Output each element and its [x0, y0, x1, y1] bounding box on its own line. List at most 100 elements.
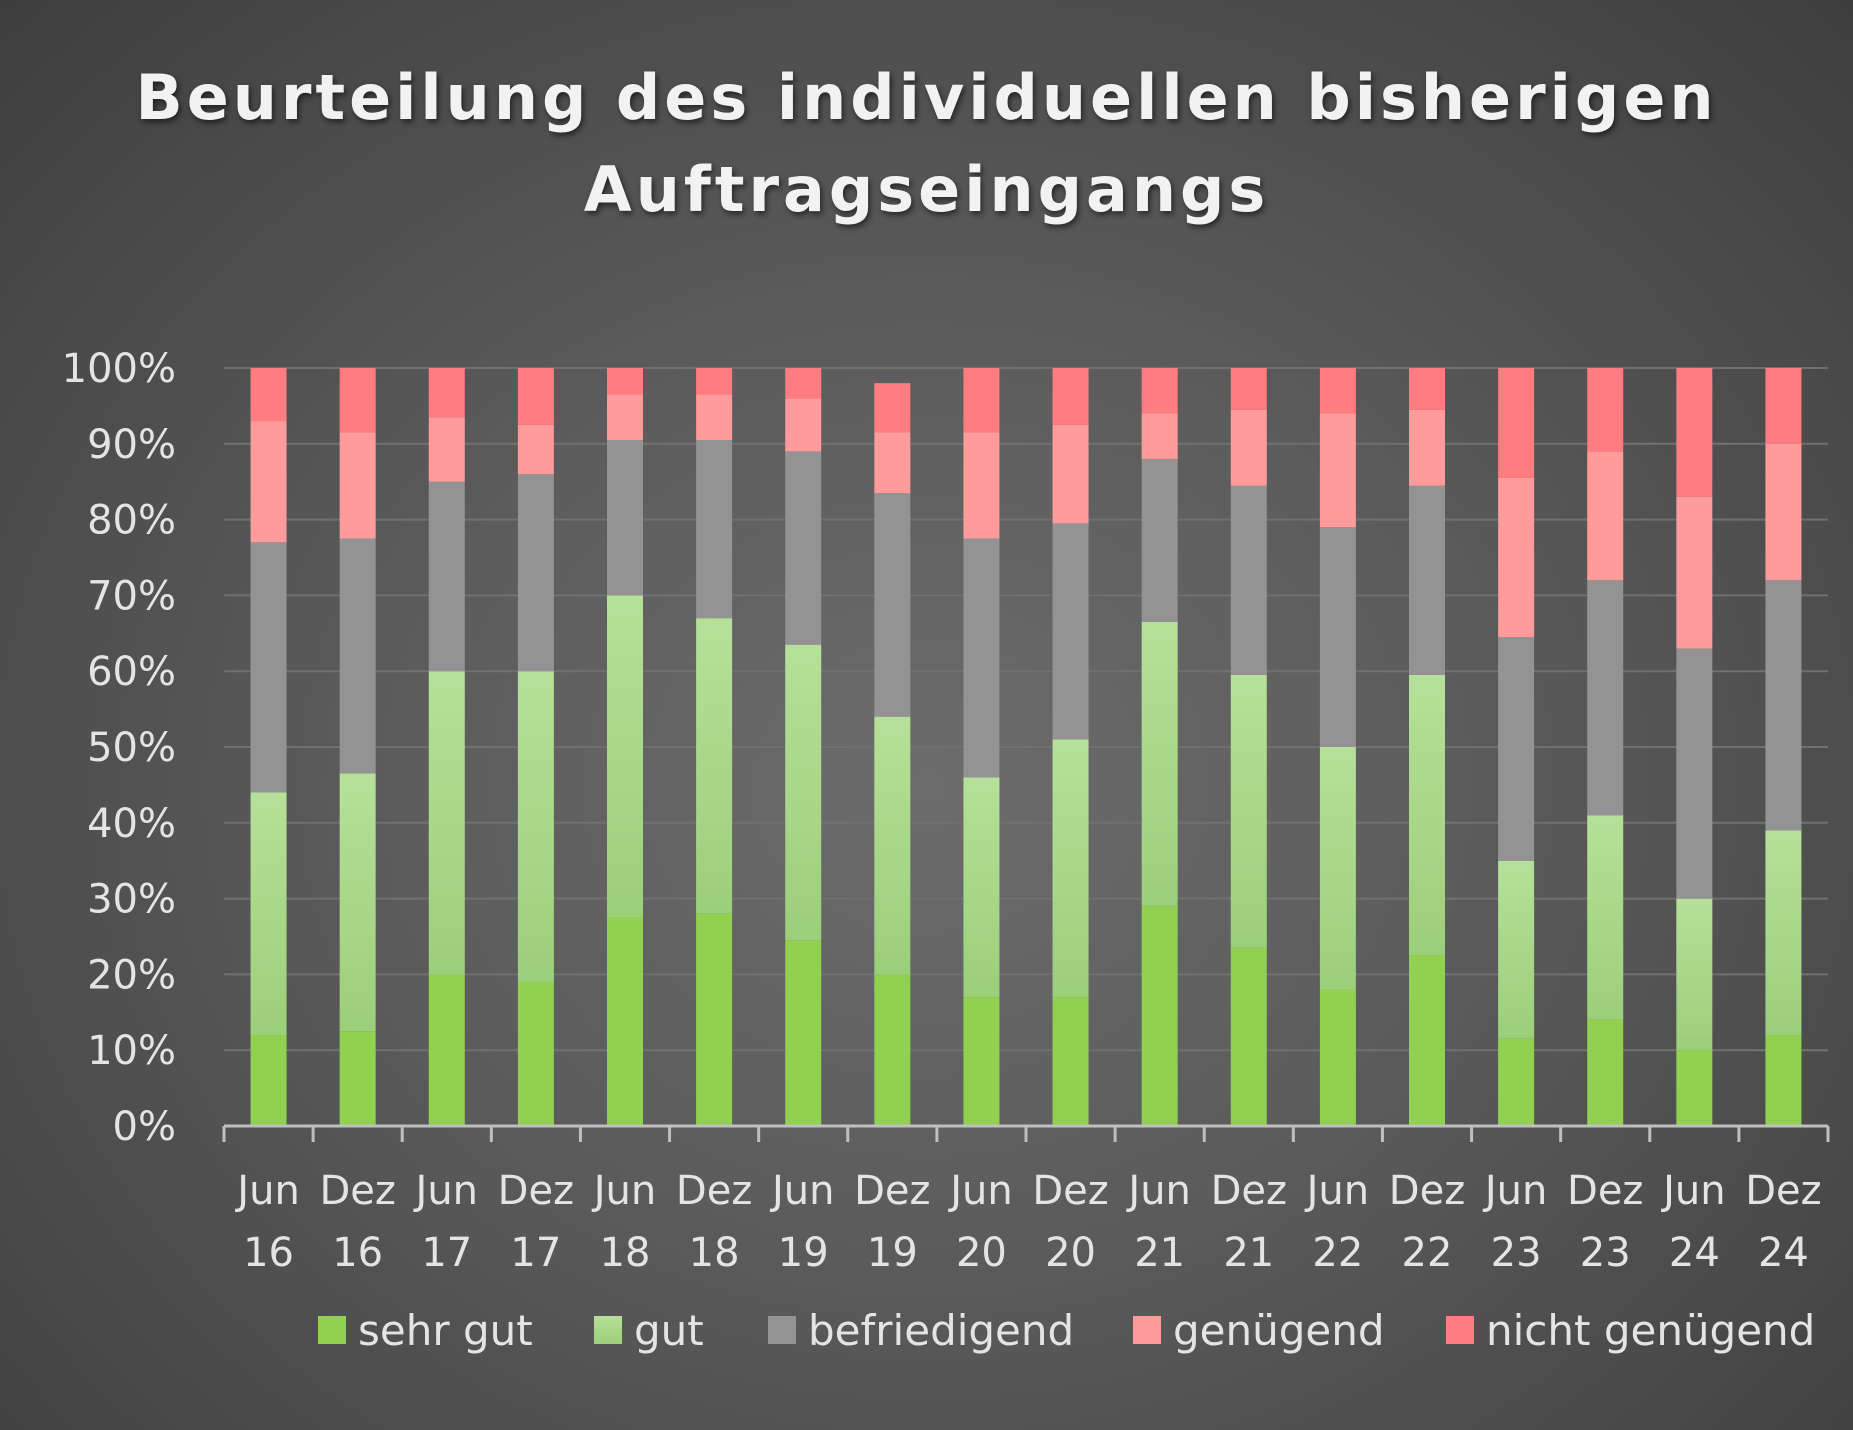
bar-segment-nicht_genuegend-jun-24	[1676, 368, 1713, 497]
legend-swatch-genuegend	[1133, 1316, 1161, 1344]
bar-segment-sehr_gut-dez-20	[1052, 997, 1089, 1126]
bar-segment-sehr_gut-dez-22	[1409, 955, 1445, 1126]
x-tick-label-month: Jun	[1125, 1168, 1191, 1214]
x-tick-label-month: Dez	[1389, 1168, 1465, 1214]
bar-segment-sehr_gut-dez-23	[1587, 1019, 1624, 1126]
bar-segment-befriedigend-dez-23	[1587, 580, 1624, 816]
bar-segment-nicht_genuegend-dez-20	[1052, 368, 1089, 425]
chart-title: Beurteilung des individuellen bisherigen…	[0, 52, 1853, 236]
bar-segment-sehr_gut-dez-19	[874, 974, 911, 1126]
bar-segment-sehr_gut-jun-16	[250, 1035, 287, 1126]
bar-segment-genuegend-jun-21	[1141, 413, 1178, 459]
bar-segment-genuegend-jun-20	[963, 432, 1000, 539]
bar-segment-genuegend-dez-22	[1409, 409, 1445, 486]
bar-segment-gut-dez-17	[517, 671, 554, 982]
bar-segment-befriedigend-jun-22	[1319, 527, 1356, 747]
x-tick-label-month: Jun	[1304, 1168, 1370, 1214]
bar-segment-nicht_genuegend-dez-21	[1230, 368, 1267, 410]
chart-title-line-2: Auftragseingangs	[583, 153, 1270, 226]
x-tick-label-month: Jun	[413, 1168, 479, 1214]
bar-segment-gut-dez-20	[1052, 739, 1089, 998]
y-tick-label: 10%	[87, 1028, 176, 1074]
bar-segment-sehr_gut-dez-16	[339, 1031, 376, 1126]
bar-segment-nicht_genuegend-dez-18	[696, 368, 733, 395]
x-tick-label-year: 20	[1045, 1230, 1096, 1276]
x-tick-label-month: Jun	[769, 1168, 835, 1214]
bar-segment-befriedigend-jun-17	[428, 481, 465, 672]
bar-segment-befriedigend-dez-21	[1230, 485, 1267, 675]
bar-segment-genuegend-jun-23	[1498, 477, 1535, 638]
bar-segment-gut-dez-24	[1765, 830, 1802, 1036]
legend-label-befriedigend: befriedigend	[808, 1306, 1074, 1355]
x-tick-label-month: Dez	[676, 1168, 752, 1214]
x-tick-label-month: Dez	[498, 1168, 574, 1214]
x-tick-label-year: 18	[689, 1230, 740, 1276]
y-tick-label: 90%	[87, 422, 176, 468]
bar-segment-sehr_gut-jun-19	[785, 940, 822, 1126]
legend-swatch-sehr_gut	[318, 1316, 346, 1344]
y-tick-label: 20%	[87, 952, 176, 998]
bar-segment-gut-jun-21	[1141, 621, 1178, 907]
x-tick-label-year: 17	[421, 1230, 472, 1276]
bar-segment-sehr_gut-jun-21	[1141, 906, 1178, 1126]
legend-swatch-nicht_genuegend	[1446, 1316, 1474, 1344]
bar-segment-befriedigend-dez-22	[1409, 485, 1445, 675]
legend-label-genuegend: genügend	[1173, 1306, 1385, 1355]
bar-segment-gut-jun-18	[607, 595, 643, 918]
bar-segment-gut-dez-16	[339, 773, 376, 1032]
legend-swatch-gut	[594, 1316, 622, 1344]
x-tick-label-month: Jun	[234, 1168, 300, 1214]
bar-segment-genuegend-jun-17	[428, 417, 465, 482]
bar-segment-befriedigend-jun-19	[785, 451, 822, 645]
bar-segment-genuegend-jun-22	[1319, 413, 1356, 528]
bar-segment-gut-jun-22	[1319, 747, 1356, 990]
y-tick-label: 0%	[113, 1104, 176, 1150]
bar-segment-gut-dez-22	[1409, 674, 1445, 956]
x-tick-label-month: Dez	[854, 1168, 930, 1214]
bar-segment-genuegend-dez-18	[696, 394, 733, 441]
bar-segment-nicht_genuegend-dez-19	[874, 383, 911, 433]
x-tick-label-year: 16	[243, 1230, 294, 1276]
x-tick-label-month: Dez	[1567, 1168, 1643, 1214]
x-tick-label-month: Dez	[319, 1168, 395, 1214]
x-tick-label-year: 22	[1402, 1230, 1453, 1276]
x-tick-label-year: 23	[1580, 1230, 1631, 1276]
bar-segment-gut-dez-19	[874, 716, 911, 975]
legend-label-gut: gut	[634, 1306, 704, 1355]
bar-segment-gut-dez-21	[1230, 674, 1267, 948]
legend-label-nicht_genuegend: nicht genügend	[1486, 1306, 1815, 1355]
y-tick-label: 100%	[62, 346, 176, 392]
x-tick-label-year: 21	[1223, 1230, 1274, 1276]
bar-segment-genuegend-jun-24	[1676, 496, 1713, 649]
bar-segment-befriedigend-jun-16	[250, 542, 287, 793]
y-tick-label: 50%	[87, 725, 176, 771]
x-tick-label-year: 20	[956, 1230, 1007, 1276]
y-tick-label: 60%	[87, 649, 176, 695]
bar-segment-genuegend-jun-19	[785, 398, 822, 452]
bar-segment-gut-jun-19	[785, 644, 822, 941]
bar-segment-nicht_genuegend-jun-20	[963, 368, 1000, 433]
bar-segment-nicht_genuegend-dez-16	[339, 368, 376, 433]
bar-segment-sehr_gut-dez-18	[696, 913, 733, 1126]
chart-title-line-1: Beurteilung des individuellen bisherigen	[135, 61, 1718, 134]
bar-segment-befriedigend-dez-18	[696, 440, 733, 619]
bar-segment-nicht_genuegend-dez-17	[517, 368, 554, 425]
bar-segment-nicht_genuegend-jun-21	[1141, 368, 1178, 414]
x-tick-label-month: Jun	[1482, 1168, 1548, 1214]
bar-segment-befriedigend-dez-20	[1052, 523, 1089, 740]
bar-segment-genuegend-dez-24	[1765, 443, 1802, 581]
bar-segment-sehr_gut-jun-23	[1498, 1038, 1535, 1126]
x-tick-label-year: 19	[778, 1230, 829, 1276]
y-tick-label: 70%	[87, 573, 176, 619]
x-tick-label-month: Dez	[1032, 1168, 1108, 1214]
bar-segment-gut-jun-23	[1498, 860, 1535, 1039]
bar-segment-befriedigend-jun-18	[607, 440, 643, 596]
bar-segment-sehr_gut-jun-22	[1319, 989, 1356, 1126]
bar-segment-genuegend-dez-21	[1230, 409, 1267, 486]
bar-segment-befriedigend-jun-24	[1676, 648, 1713, 899]
bar-segment-befriedigend-jun-21	[1141, 458, 1178, 622]
x-tick-label-year: 24	[1758, 1230, 1809, 1276]
bar-segment-gut-jun-16	[250, 792, 287, 1036]
bar-segment-nicht_genuegend-jun-19	[785, 368, 822, 399]
